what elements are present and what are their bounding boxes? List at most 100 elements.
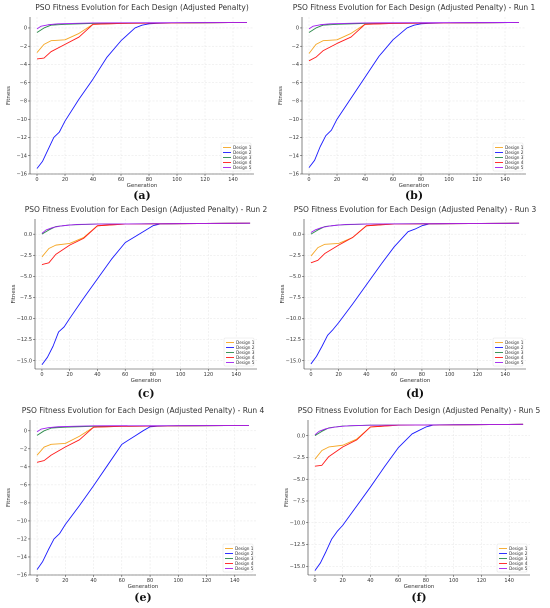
y-tick-label: −12 bbox=[16, 537, 27, 543]
legend-entry: Design 5 bbox=[233, 165, 252, 170]
legend-entry: Design 3 bbox=[233, 155, 252, 160]
legend-entry: Design 2 bbox=[509, 551, 528, 556]
x-tick-label: 40 bbox=[363, 372, 369, 378]
legend-box bbox=[492, 337, 524, 367]
x-tick-label: 80 bbox=[146, 177, 152, 183]
subfigure-caption: (f) bbox=[411, 591, 426, 604]
y-tick-label: −7.5 bbox=[289, 295, 301, 301]
series-line-design-1 bbox=[36, 424, 249, 456]
series-line-design-2 bbox=[36, 22, 248, 169]
series-line-design-1 bbox=[41, 222, 251, 258]
legend-entry: Design 2 bbox=[505, 150, 524, 155]
series-line-design-2 bbox=[308, 22, 520, 168]
x-tick-label: 60 bbox=[122, 372, 128, 378]
x-tick-label: 60 bbox=[395, 578, 401, 584]
y-tick-label: 0 bbox=[24, 26, 27, 32]
legend-entry: Design 4 bbox=[233, 160, 252, 165]
chart-panel-3: 0 20 40 60 80 100 120 140 0.0 −2.5 −5.0 −7.5 −10.0 −1… bbox=[11, 205, 268, 400]
x-tick-label: 120 bbox=[472, 177, 482, 183]
subfigure-caption: (c) bbox=[137, 387, 154, 400]
legend-box bbox=[496, 543, 528, 573]
legend-entry: Design 3 bbox=[505, 350, 524, 355]
y-axis-label: Fitness bbox=[284, 488, 290, 507]
x-tick-label: 80 bbox=[423, 578, 429, 584]
y-tick-label: −2.5 bbox=[293, 455, 305, 461]
y-tick-label: 0.0 bbox=[24, 232, 32, 238]
y-tick-label: −6 bbox=[20, 80, 27, 86]
x-tick-label: 140 bbox=[228, 177, 238, 183]
x-tick-label: 120 bbox=[202, 578, 212, 584]
y-tick-label: −14 bbox=[288, 153, 299, 159]
legend-entry: Design 5 bbox=[505, 165, 524, 170]
y-tick-label: −7.5 bbox=[293, 499, 305, 505]
series-line-design-5 bbox=[314, 423, 524, 436]
y-tick-label: −5.0 bbox=[289, 274, 301, 280]
legend-entry: Design 1 bbox=[235, 546, 254, 551]
legend-entry: Design 4 bbox=[236, 355, 255, 360]
y-tick-label: −6 bbox=[20, 483, 27, 489]
series-line-design-4 bbox=[308, 22, 520, 62]
series-line-design-1 bbox=[310, 222, 520, 257]
y-tick-label: −6 bbox=[292, 80, 299, 86]
legend-entry: Design 5 bbox=[505, 360, 524, 365]
x-tick-label: 0 bbox=[313, 578, 316, 584]
series-line-design-1 bbox=[314, 423, 524, 460]
y-axis-label: Fitness bbox=[6, 488, 12, 507]
chart-panel-4: 0 20 40 60 80 100 120 140 0.0 −2.5 −5.0 −7.5 −10.0 −1… bbox=[280, 205, 537, 400]
x-tick-label: 20 bbox=[67, 372, 73, 378]
x-tick-label: 60 bbox=[390, 177, 396, 183]
x-tick-label: 120 bbox=[200, 177, 210, 183]
legend-entry: Design 1 bbox=[505, 145, 524, 150]
y-tick-label: −2.5 bbox=[289, 253, 301, 259]
y-axis-label: Fitness bbox=[278, 86, 284, 105]
subfigure-caption: (b) bbox=[405, 189, 423, 202]
x-tick-label: 40 bbox=[94, 372, 100, 378]
legend-entry: Design 5 bbox=[509, 566, 528, 571]
legend-entry: Design 2 bbox=[233, 150, 252, 155]
legend-box bbox=[492, 142, 524, 172]
x-tick-label: 140 bbox=[230, 578, 240, 584]
x-tick-label: 0 bbox=[309, 372, 312, 378]
x-tick-label: 20 bbox=[340, 578, 346, 584]
legend-entry: Design 5 bbox=[235, 566, 254, 571]
x-tick-label: 140 bbox=[231, 372, 241, 378]
y-tick-label: −5.0 bbox=[293, 477, 305, 483]
y-tick-label: −8 bbox=[292, 99, 299, 105]
x-tick-label: 20 bbox=[336, 372, 342, 378]
x-tick-label: 0 bbox=[40, 372, 43, 378]
y-tick-label: −2.5 bbox=[20, 253, 32, 259]
y-tick-label: −15.0 bbox=[286, 358, 301, 364]
x-tick-label: 80 bbox=[419, 372, 425, 378]
subfigure-caption: (a) bbox=[133, 189, 151, 202]
series-line-design-2 bbox=[314, 423, 524, 571]
chart-title: PSO Fitness Evolution for Each Design (A… bbox=[298, 406, 541, 415]
y-tick-label: −12.5 bbox=[290, 542, 305, 548]
y-tick-label: −4 bbox=[292, 62, 299, 68]
legend-entry: Design 3 bbox=[509, 556, 528, 561]
series-line-design-2 bbox=[310, 222, 520, 365]
series-line-design-3 bbox=[308, 22, 520, 33]
subfigure-caption: (e) bbox=[134, 591, 151, 604]
chart-panel-2: 0 20 40 60 80 100 120 140 0 −2 −4 −6 −8 −10 −12 −14 −16 P… bbox=[278, 3, 536, 202]
x-axis-label: Generation bbox=[404, 584, 435, 590]
chart-title: PSO Fitness Evolution for Each Design (A… bbox=[294, 205, 537, 214]
x-tick-label: 80 bbox=[147, 578, 153, 584]
legend-entry: Design 2 bbox=[505, 345, 524, 350]
series-line-design-5 bbox=[36, 424, 249, 433]
x-tick-label: 60 bbox=[119, 578, 125, 584]
chart-panel-6: 0 20 40 60 80 100 120 140 0.0 −2.5 −5.0 −7.5 −10.0 −1… bbox=[284, 406, 541, 604]
chart-title: PSO Fitness Evolution for Each Design (A… bbox=[25, 205, 268, 214]
x-tick-label: 80 bbox=[150, 372, 156, 378]
legend-entry: Design 4 bbox=[505, 160, 524, 165]
x-axis-label: Generation bbox=[399, 183, 430, 189]
y-tick-label: −15.0 bbox=[17, 358, 32, 364]
series-line-design-5 bbox=[41, 222, 251, 234]
y-tick-label: −12 bbox=[288, 135, 299, 141]
y-tick-label: 0.0 bbox=[293, 232, 301, 238]
subfigure-caption: (d) bbox=[406, 387, 424, 400]
y-tick-label: −10.0 bbox=[286, 316, 301, 322]
y-tick-label: −4 bbox=[20, 62, 27, 68]
